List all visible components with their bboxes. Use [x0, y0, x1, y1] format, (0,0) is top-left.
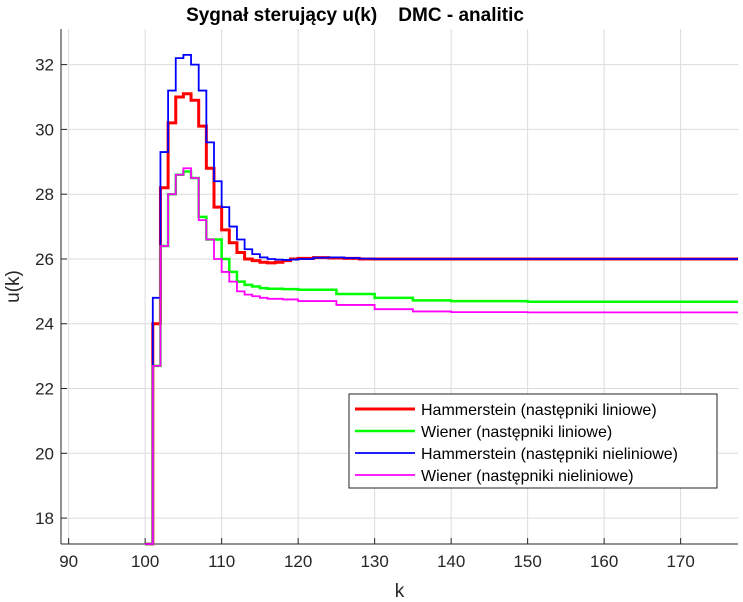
x-tick-label: 170: [666, 552, 694, 571]
y-tick-label: 30: [35, 120, 54, 139]
series-line-4: [145, 167, 738, 545]
legend-entry-label: Wiener (następniki liniowe): [421, 424, 612, 441]
x-tick-label: 110: [208, 552, 235, 571]
y-tick-label: 24: [35, 315, 54, 334]
x-tick-label: 100: [131, 552, 159, 571]
y-tick-label: 28: [35, 185, 54, 204]
legend-entry-label: Hammerstein (następniki nieliniowe): [421, 446, 678, 463]
x-tick-label: 90: [59, 552, 78, 571]
series-lines: [145, 54, 738, 546]
x-tick-label: 120: [284, 552, 312, 571]
x-tick-label: 140: [437, 552, 465, 571]
legend: Hammerstein (następniki liniowe) Wiener (…: [348, 393, 718, 489]
y-axis-label: u(k): [3, 270, 24, 303]
chart-title: Sygnał sterujący u(k) DMC - analitic: [186, 5, 524, 26]
y-tick-label: 18: [35, 509, 54, 528]
series-line-3: [145, 54, 738, 545]
y-tick-label: 26: [35, 250, 54, 269]
legend-entry-label: Wiener (następniki nieliniowe): [421, 468, 634, 485]
y-tick-label: 20: [35, 444, 54, 463]
y-tick-label: 32: [35, 56, 54, 75]
x-tick-label: 160: [590, 552, 618, 571]
y-tick-label: 22: [35, 380, 54, 399]
axes: 90 100 110 120 130 140 150 160 170 18 20 22 24 26 28 30…: [35, 29, 738, 571]
x-tick-label: 150: [513, 552, 541, 571]
x-tick-label: 130: [360, 552, 388, 571]
x-axis-label: k: [395, 581, 405, 602]
legend-entry-label: Hammerstein (następniki liniowe): [421, 402, 657, 419]
